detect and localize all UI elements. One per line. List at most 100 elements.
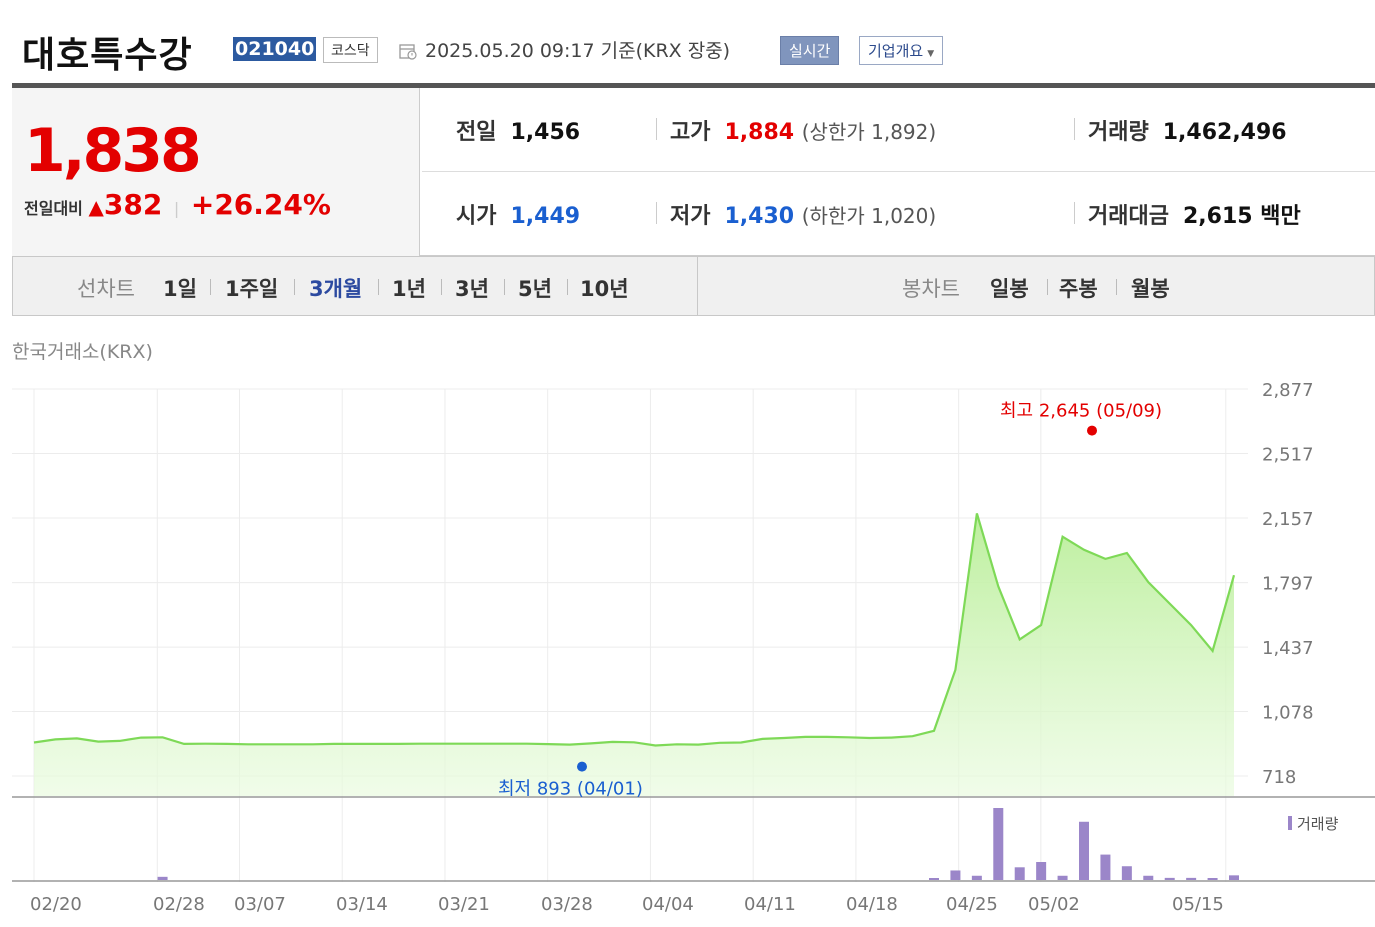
- x-tick-label: 05/15: [1172, 894, 1224, 915]
- divider: [697, 257, 698, 315]
- volume-label: 거래량: [1088, 120, 1149, 145]
- y-tick-label: 2,877: [1262, 380, 1314, 401]
- tab-1d[interactable]: 1일: [163, 277, 197, 301]
- divider: [1074, 202, 1075, 224]
- high-annotation: 최고 2,645 (05/09): [1000, 401, 1162, 422]
- volume-bar: [1207, 878, 1218, 880]
- high-price: 고가 1,884 (상한가 1,892): [670, 114, 936, 146]
- tab-3m[interactable]: 3개월: [309, 277, 363, 301]
- x-tick-label: 04/11: [744, 894, 796, 915]
- open-label: 시가: [456, 204, 497, 229]
- high-value: 1,884: [724, 120, 795, 145]
- stats-row-1: 전일 1,456 고가 1,884 (상한가 1,892) 거래량 1,462,496: [422, 88, 1375, 172]
- price-line: [33, 513, 1236, 747]
- open-price: 시가 1,449: [456, 198, 580, 230]
- y-tick-label: 1,797: [1262, 574, 1314, 595]
- x-tick-label: 02/28: [153, 894, 205, 915]
- prev-close-value: 1,456: [510, 120, 581, 145]
- volume-bar: [993, 808, 1004, 880]
- tab-1y[interactable]: 1년: [392, 277, 426, 301]
- divider: [210, 279, 211, 295]
- y-tick-label: 2,157: [1262, 509, 1314, 530]
- prev-close: 전일 1,456: [456, 114, 580, 146]
- company-info-label: 기업개요: [868, 42, 924, 60]
- volume-bar: [1143, 875, 1154, 880]
- low-value: 1,430: [724, 204, 795, 229]
- volume-bar: [1079, 821, 1089, 880]
- tab-5y[interactable]: 5년: [518, 277, 552, 301]
- line-chart-label: 선차트: [77, 277, 135, 301]
- current-price: 1,838: [24, 116, 202, 186]
- stock-header: 대호특수강 021040 코스닥 2025.05.20 09:17 기준(KRX…: [12, 20, 1372, 80]
- volume-bar: [157, 876, 168, 880]
- x-tick-label: 03/07: [234, 894, 286, 915]
- trade-amount: 거래대금 2,615 백만: [1088, 198, 1301, 230]
- market-badge: 코스닥: [323, 37, 378, 63]
- y-tick-label: 718: [1262, 767, 1296, 788]
- header-divider: [12, 83, 1375, 88]
- divider: |: [173, 199, 180, 218]
- high-label: 고가: [670, 120, 711, 145]
- exchange-label: 한국거래소(KRX): [12, 341, 153, 363]
- low-annotation: 최저 893 (04/01): [498, 779, 643, 800]
- price-chart[interactable]: 2,877 2,517 2,157 1,797 1,437 1,078 718 최고 2,6…: [0, 370, 1375, 927]
- x-tick-label: 02/20: [30, 894, 82, 915]
- stock-code: 021040: [233, 37, 317, 61]
- divider: [567, 279, 568, 295]
- high-point: [1087, 425, 1097, 436]
- volume-bar: [929, 878, 939, 880]
- divider: [656, 118, 657, 140]
- volume-bar: [1121, 866, 1132, 880]
- as-of-timestamp: 2025.05.20 09:17 기준(KRX 장중): [425, 40, 731, 62]
- x-tick-label: 04/18: [846, 894, 898, 915]
- candle-chart-label: 봉차트: [902, 277, 960, 301]
- divider: [441, 279, 442, 295]
- change-label: 전일대비: [24, 199, 83, 218]
- company-info-dropdown[interactable]: 기업개요 ▼: [859, 36, 944, 65]
- volume-legend-swatch: [1288, 816, 1292, 830]
- divider: [294, 279, 295, 295]
- divider: [1047, 279, 1048, 295]
- divider: [1074, 118, 1075, 140]
- tab-weekly[interactable]: 주봉: [1059, 277, 1098, 301]
- volume-bar: [1014, 867, 1025, 880]
- chart-period-tabs: 선차트 1일 1주일 3개월 1년 3년 5년 10년 봉차트 일봉 주봉 월봉: [12, 256, 1375, 316]
- tab-3y[interactable]: 3년: [455, 277, 489, 301]
- lower-limit: (하한가 1,020): [801, 204, 937, 228]
- x-tick-label: 04/25: [946, 894, 998, 915]
- divider: [504, 279, 505, 295]
- volume-value: 1,462,496: [1162, 120, 1287, 145]
- volume-bar: [1164, 877, 1175, 880]
- x-tick-label: 04/04: [642, 894, 694, 915]
- volume-bar: [950, 870, 961, 880]
- tab-monthly[interactable]: 월봉: [1131, 277, 1170, 301]
- price-summary: 1,838 전일대비 ▲382 | +26.24% 전일 1,456 고가 1,88…: [12, 88, 1375, 256]
- realtime-button[interactable]: 실시간: [780, 36, 840, 65]
- x-tick-label: 05/02: [1028, 894, 1080, 915]
- change-row: 전일대비 ▲382 | +26.24%: [24, 188, 331, 221]
- y-tick-label: 2,517: [1262, 445, 1314, 466]
- volume-bar: [971, 875, 982, 880]
- volume-bar: [1057, 875, 1068, 880]
- y-tick-label: 1,437: [1262, 638, 1314, 659]
- change-value: 382: [103, 188, 163, 221]
- divider: [656, 202, 657, 224]
- amount-value: 2,615 백만: [1182, 204, 1301, 229]
- tab-daily[interactable]: 일봉: [990, 277, 1029, 301]
- volume-bar: [1036, 862, 1047, 880]
- volume-bar: [1100, 854, 1111, 880]
- low-price: 저가 1,430 (하한가 1,020): [670, 198, 936, 230]
- low-label: 저가: [670, 204, 711, 229]
- calendar-icon: [399, 44, 417, 60]
- stats-row-2: 시가 1,449 저가 1,430 (하한가 1,020) 거래대금 2,615 백만: [422, 172, 1375, 256]
- tab-1w[interactable]: 1주일: [225, 277, 279, 301]
- volume-bar: [1186, 877, 1197, 880]
- current-price-box: 1,838 전일대비 ▲382 | +26.24%: [12, 88, 420, 256]
- y-tick-label: 1,078: [1262, 702, 1314, 723]
- x-tick-label: 03/21: [438, 894, 490, 915]
- volume: 거래량 1,462,496: [1088, 114, 1287, 146]
- amount-label: 거래대금: [1088, 204, 1169, 229]
- tab-10y[interactable]: 10년: [580, 277, 629, 301]
- x-tick-label: 03/28: [541, 894, 593, 915]
- prev-close-label: 전일: [456, 120, 497, 145]
